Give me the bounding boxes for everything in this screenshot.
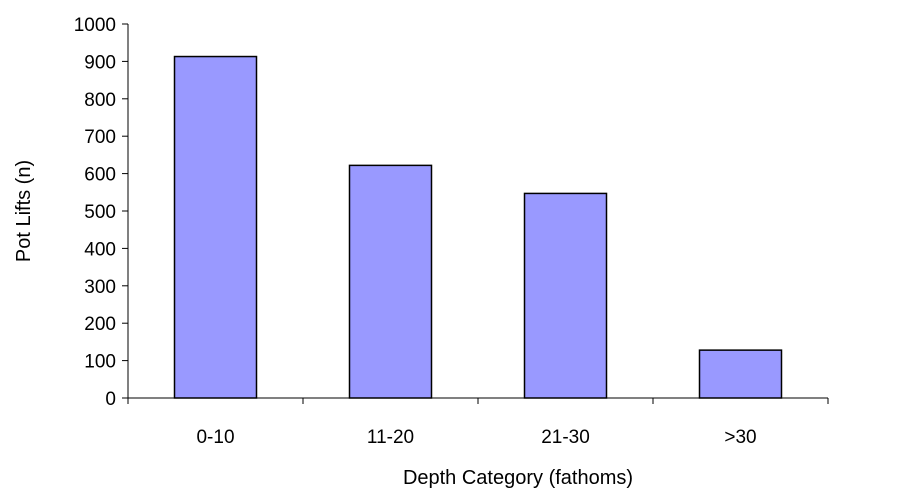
y-tick-label: 600 [84, 165, 116, 186]
bars [173, 55, 783, 399]
bar-3 [523, 192, 608, 399]
y-tick-label: 500 [84, 202, 116, 223]
x-axis-title: Depth Category (fathoms) [403, 467, 633, 489]
y-axis-title: Pot Lifts (n) [13, 160, 35, 262]
y-tick-label: 300 [84, 277, 116, 298]
y-axis-ticks: 0 100 200 300 400 500 600 700 800 900 1000 [74, 15, 128, 410]
y-tick-label: 700 [84, 127, 116, 148]
bar-4 [698, 349, 783, 399]
y-tick-label: 900 [84, 52, 116, 73]
y-tick-label: 200 [84, 314, 116, 335]
x-tick-label: >30 [724, 427, 756, 448]
y-tick-label: 400 [84, 239, 116, 260]
bar-1 [173, 55, 258, 399]
y-tick-label: 100 [84, 352, 116, 373]
x-tick-label: 0-10 [196, 427, 234, 448]
y-tick-label: 0 [105, 389, 116, 410]
x-tick-label: 21-30 [541, 427, 590, 448]
x-axis-ticks: 0-10 11-20 21-30 >30 [127, 398, 829, 448]
bar-2 [348, 164, 433, 399]
y-tick-label: 1000 [74, 15, 116, 36]
y-tick-label: 800 [84, 90, 116, 111]
x-tick-label: 11-20 [367, 427, 414, 448]
